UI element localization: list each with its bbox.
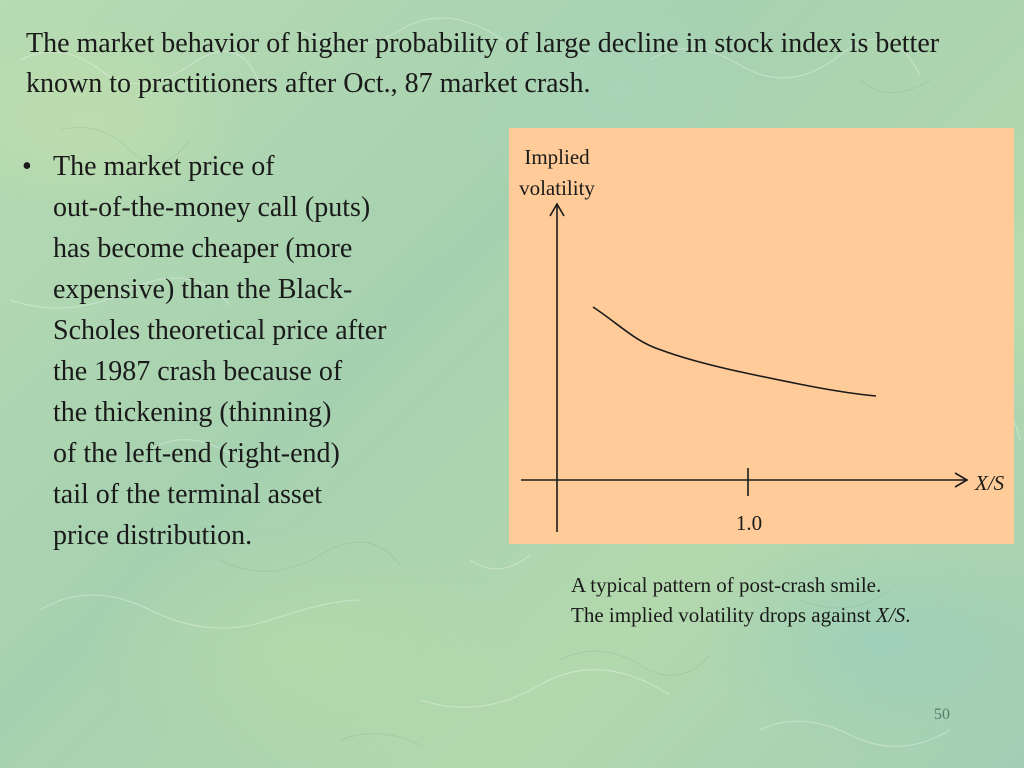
- diagram-canvas: [521, 202, 969, 532]
- y-axis-label-line-2: volatility: [519, 176, 595, 200]
- bullet-line-9: tail of the terminal asset: [53, 479, 323, 510]
- bullet-line-5: Scholes theoretical price after: [53, 315, 387, 346]
- caption-line-2: The implied volatility drops against X/S…: [571, 600, 1011, 630]
- bullet-line-1: The market price of: [53, 151, 275, 182]
- bullet-list: • The market price of out-of-the-money c…: [22, 146, 472, 556]
- bullet-line-4: expensive) than the Black-: [53, 274, 353, 305]
- y-axis-arrowhead: [549, 202, 565, 217]
- x-axis-tick-label: 1.0: [735, 511, 763, 535]
- bullet-line-3: has become cheaper (more: [53, 233, 353, 264]
- y-axis-label: Implied volatility: [509, 142, 605, 204]
- implied-volatility-curve: [592, 306, 877, 397]
- bullet-line-2: out-of-the-money call (puts): [53, 192, 371, 223]
- diagram-caption: A typical pattern of post-crash smile. T…: [571, 570, 1011, 630]
- bullet-line-8: of the left-end (right-end): [53, 438, 340, 469]
- bullet-item: • The market price of out-of-the-money c…: [22, 146, 472, 556]
- slide-title: The market behavior of higher probabilit…: [26, 28, 940, 99]
- page-number: 50: [934, 706, 950, 723]
- caption-line-1: A typical pattern of post-crash smile.: [571, 573, 882, 597]
- caption-line-2-text: The implied volatility drops against: [571, 603, 877, 627]
- x-axis-arrowhead: [954, 472, 969, 488]
- bullet-line-10: price distribution.: [53, 520, 253, 551]
- x-axis-label: X/S: [975, 471, 1005, 495]
- bullet-line-7: the thickening (thinning): [53, 397, 332, 428]
- bullet-line-6: the 1987 crash because of: [53, 356, 343, 387]
- volatility-smile-diagram: Implied volatility X/S 1.0: [509, 128, 1014, 544]
- caption-line-2-end: .: [905, 603, 911, 627]
- caption-variable: X/S: [876, 603, 906, 627]
- bullet-marker: •: [22, 151, 32, 182]
- y-axis-label-line-1: Implied: [524, 145, 590, 169]
